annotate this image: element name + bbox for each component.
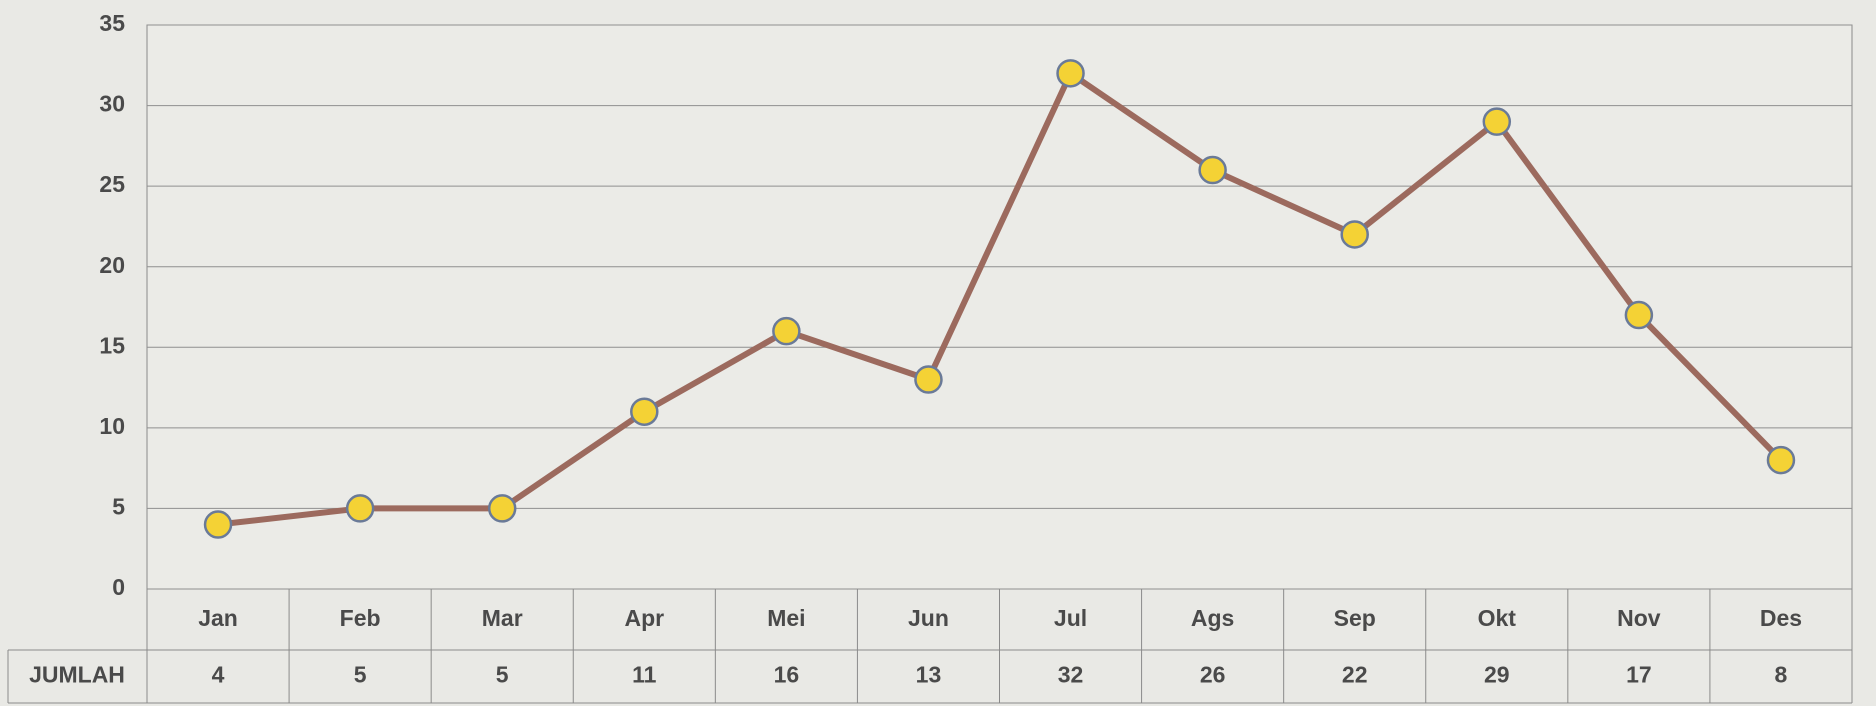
marker [1482, 107, 1512, 136]
x-tick-label: Okt [1478, 605, 1517, 631]
table-value: 13 [916, 662, 942, 688]
marker [1624, 300, 1654, 330]
marker [1340, 220, 1369, 249]
table-value: 29 [1484, 662, 1510, 688]
table-value: 22 [1342, 662, 1368, 688]
table-value: 26 [1200, 662, 1226, 688]
marker [914, 365, 943, 394]
y-tick-label: 0 [112, 574, 125, 600]
table-value: 4 [212, 662, 225, 688]
marker [487, 494, 517, 523]
x-tick-label: Ags [1191, 605, 1234, 631]
table-value: 16 [774, 662, 800, 688]
table-value: 11 [632, 662, 657, 688]
table-value: 8 [1775, 662, 1788, 688]
table-value: 32 [1058, 662, 1084, 688]
y-tick-label: 5 [112, 494, 125, 520]
y-tick-label: 35 [99, 10, 125, 36]
x-tick-label: Sep [1334, 605, 1376, 631]
y-tick-label: 10 [99, 413, 125, 439]
marker [1198, 155, 1227, 185]
marker [203, 510, 233, 539]
table-value: 17 [1626, 662, 1652, 688]
marker [1766, 445, 1796, 475]
marker [630, 397, 659, 426]
x-tick-label: Apr [624, 605, 664, 631]
x-tick-label: Nov [1617, 605, 1661, 631]
table-row-label: JUMLAH [29, 662, 125, 688]
line [217, 70, 1784, 528]
table-value: 5 [354, 662, 367, 688]
x-tick-label: Feb [340, 605, 381, 631]
x-tick-label: Jan [198, 605, 238, 631]
x-tick-label: Mei [767, 605, 805, 631]
y-tick-label: 25 [99, 171, 125, 197]
x-tick-label: Des [1760, 605, 1802, 631]
marker [1056, 59, 1085, 88]
y-tick-label: 30 [99, 91, 125, 117]
plot-area [146, 24, 1853, 590]
y-tick-label: 15 [99, 332, 125, 358]
x-tick-label: Jul [1054, 605, 1087, 631]
marker [772, 316, 801, 346]
y-tick-label: 20 [99, 252, 125, 278]
x-tick-label: Jun [908, 605, 949, 631]
marker [345, 494, 375, 523]
x-tick-label: Mar [482, 605, 523, 631]
table-value: 5 [496, 662, 509, 688]
